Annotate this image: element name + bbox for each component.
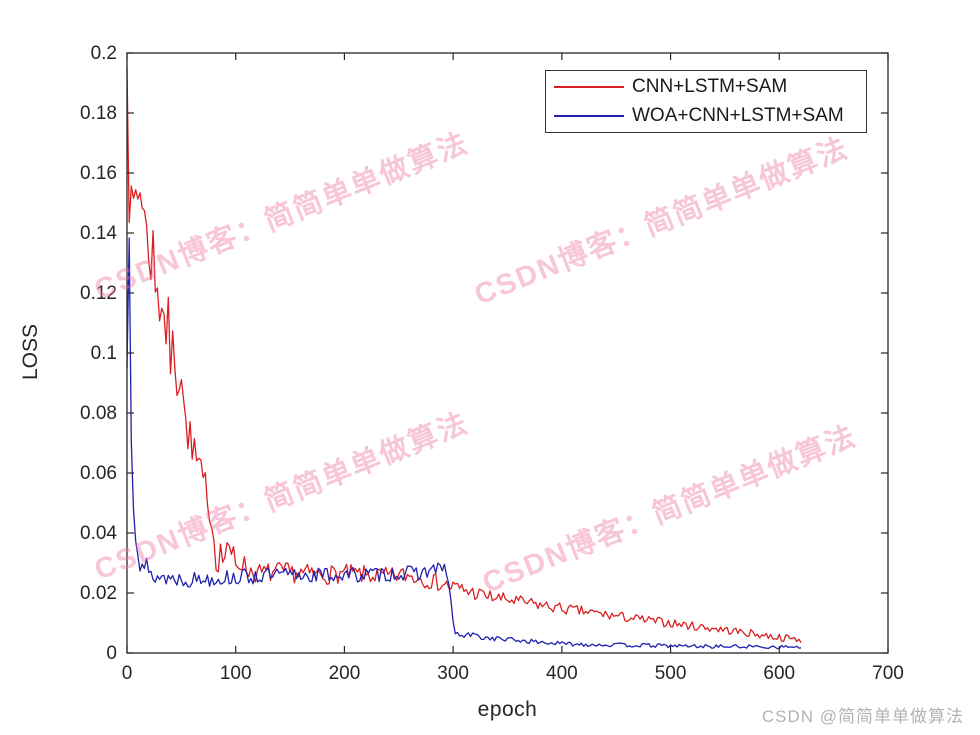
series-line-blue bbox=[126, 237, 802, 650]
y-tick-label: 0.08 bbox=[80, 403, 117, 424]
x-axis-title: epoch bbox=[477, 698, 538, 721]
y-tick-label: 0.02 bbox=[80, 583, 117, 604]
x-tick-label: 200 bbox=[329, 663, 361, 684]
legend-line-blue bbox=[554, 115, 624, 117]
y-tick-label: 0.18 bbox=[80, 103, 117, 124]
legend-entry-woa-cnn-lstm-sam: WOA+CNN+LSTM+SAM bbox=[546, 103, 866, 129]
x-tick-label: 300 bbox=[437, 663, 469, 684]
y-tick-label: 0 bbox=[106, 643, 117, 664]
y-axis-title: LOSS bbox=[19, 323, 42, 381]
legend-line-red bbox=[554, 86, 624, 88]
legend-label: WOA+CNN+LSTM+SAM bbox=[632, 105, 844, 126]
x-tick-label: 100 bbox=[220, 663, 252, 684]
series-line-red bbox=[126, 67, 802, 643]
y-tick-label: 0.1 bbox=[91, 343, 117, 364]
x-tick-label: 600 bbox=[763, 663, 795, 684]
y-tick-label: 0.2 bbox=[91, 43, 117, 64]
legend-label: CNN+LSTM+SAM bbox=[632, 76, 788, 97]
x-tick-label: 400 bbox=[546, 663, 578, 684]
x-tick-label: 700 bbox=[872, 663, 904, 684]
y-tick-label: 0.04 bbox=[80, 523, 117, 544]
watermark-footer: CSDN @简简单单做算法 bbox=[761, 707, 964, 726]
x-tick-label: 0 bbox=[122, 663, 133, 684]
y-tick-label: 0.06 bbox=[80, 463, 117, 484]
legend-entry-cnn-lstm-sam: CNN+LSTM+SAM bbox=[546, 74, 866, 100]
y-tick-label: 0.14 bbox=[80, 223, 117, 244]
y-tick-label: 0.16 bbox=[80, 163, 117, 184]
x-tick-label: 500 bbox=[655, 663, 687, 684]
axes-box bbox=[126, 52, 889, 654]
y-tick-label: 0.12 bbox=[80, 283, 117, 304]
legend: CNN+LSTM+SAM WOA+CNN+LSTM+SAM bbox=[545, 70, 867, 133]
